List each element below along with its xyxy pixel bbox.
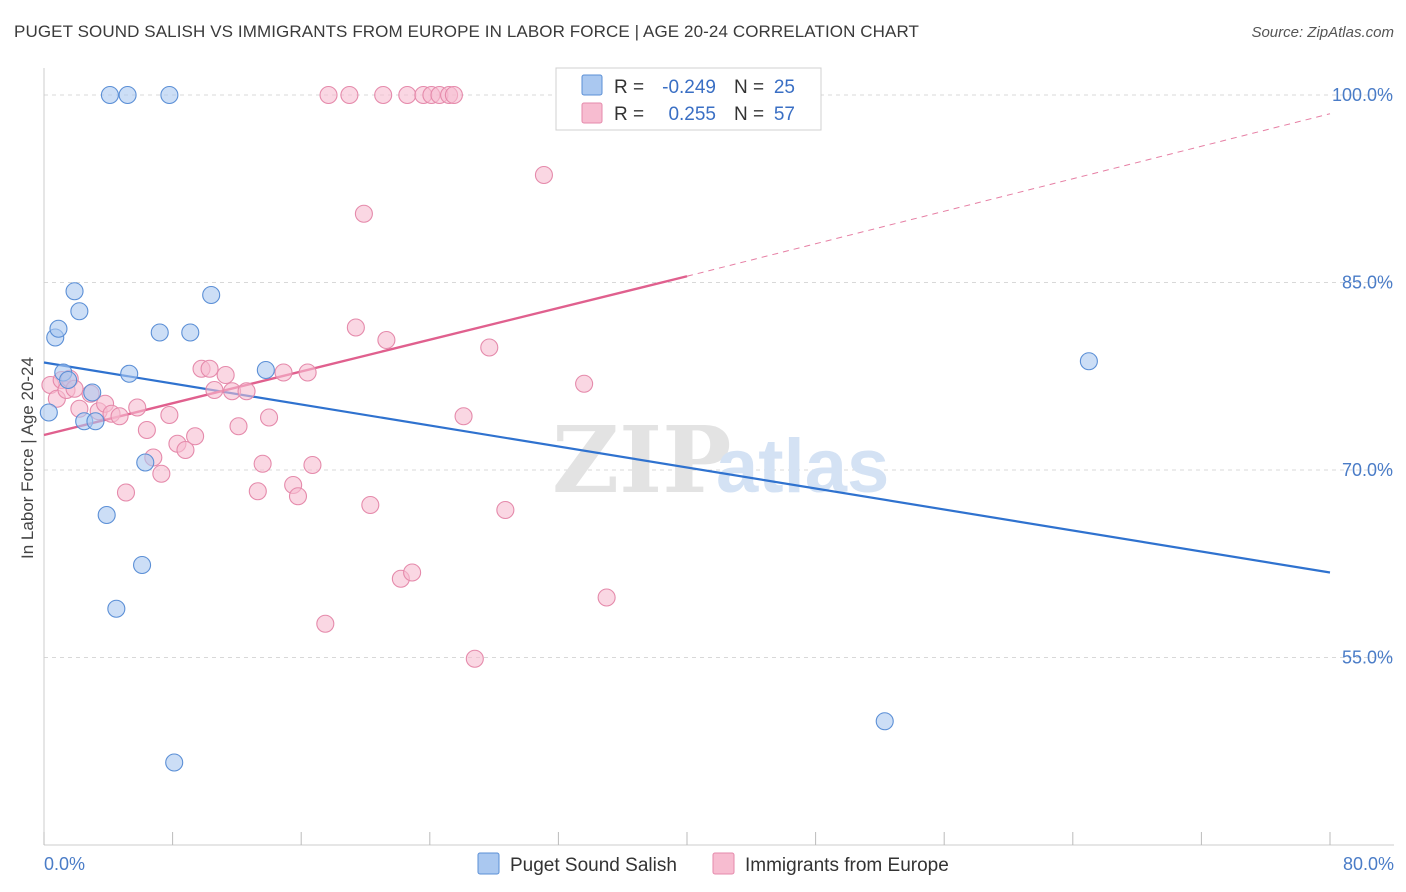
trendline-immigrants-solid xyxy=(43,275,688,437)
data-point-immigrants-from-europe xyxy=(253,454,272,473)
data-point-immigrants-from-europe xyxy=(534,165,553,185)
data-point-immigrants-from-europe xyxy=(496,500,515,520)
data-point-puget-sound-salish xyxy=(133,555,152,575)
data-point-immigrants-from-europe xyxy=(160,405,179,425)
legend-swatch-blue xyxy=(581,74,603,96)
data-point-immigrants-from-europe xyxy=(274,363,293,382)
series-puget-sound-salish xyxy=(39,85,1098,772)
data-point-immigrants-from-europe xyxy=(259,408,279,427)
data-point-puget-sound-salish xyxy=(65,282,84,301)
watermark: ZIP atlas xyxy=(552,406,889,514)
y-tick-label: 55.0% xyxy=(1342,648,1393,668)
data-point-puget-sound-salish xyxy=(83,383,102,402)
data-point-immigrants-from-europe xyxy=(303,455,322,475)
source-credit: Source: ZipAtlas.com xyxy=(1251,24,1394,41)
data-point-immigrants-from-europe xyxy=(128,398,147,417)
data-point-immigrants-from-europe xyxy=(186,427,205,446)
legend-n-label-1: N = xyxy=(734,77,764,98)
data-point-puget-sound-salish xyxy=(256,360,275,380)
series-immigrants-from-europe xyxy=(41,85,616,668)
data-point-immigrants-from-europe xyxy=(200,359,219,378)
data-point-puget-sound-salish xyxy=(107,599,126,618)
legend-swatch-pink xyxy=(581,102,603,124)
data-point-puget-sound-salish xyxy=(70,302,89,321)
bottom-legend: Puget Sound Salish Immigrants from Europ… xyxy=(477,852,949,876)
data-point-puget-sound-salish xyxy=(97,505,116,525)
y-tick-label: 100.0% xyxy=(1332,85,1393,105)
data-point-immigrants-from-europe xyxy=(403,563,422,582)
data-point-immigrants-from-europe xyxy=(575,374,594,393)
data-point-immigrants-from-europe xyxy=(216,365,235,385)
data-point-immigrants-from-europe xyxy=(319,85,338,105)
data-point-immigrants-from-europe xyxy=(248,482,267,501)
data-point-puget-sound-salish xyxy=(49,319,68,338)
data-point-puget-sound-salish xyxy=(136,453,155,472)
bottom-legend-label-pink: Immigrants from Europe xyxy=(745,855,949,876)
legend-r-value-1: -0.249 xyxy=(662,77,716,98)
data-point-puget-sound-salish xyxy=(202,285,221,305)
chart-title: PUGET SOUND SALISH VS IMMIGRANTS FROM EU… xyxy=(14,22,920,41)
data-point-puget-sound-salish xyxy=(160,85,179,105)
data-point-immigrants-from-europe xyxy=(354,204,373,223)
axes xyxy=(43,68,1394,846)
y-tick-label: 70.0% xyxy=(1342,460,1393,480)
data-point-immigrants-from-europe xyxy=(110,407,129,426)
data-point-immigrants-from-europe xyxy=(377,330,396,350)
legend-r-value-2: 0.255 xyxy=(668,104,716,125)
data-point-immigrants-from-europe xyxy=(480,338,499,357)
y-tick-label: 85.0% xyxy=(1342,273,1393,293)
data-point-immigrants-from-europe xyxy=(298,363,317,382)
data-point-immigrants-from-europe xyxy=(465,649,484,668)
trendline-puget-sound-salish xyxy=(43,361,1331,574)
y-tick-labels: 55.0% 70.0% 85.0% 100.0% xyxy=(1332,85,1393,668)
data-point-immigrants-from-europe xyxy=(316,614,335,633)
data-point-immigrants-from-europe xyxy=(205,380,224,400)
trendline-immigrants-dashed xyxy=(686,113,1331,277)
data-point-immigrants-from-europe xyxy=(229,417,248,436)
bottom-legend-swatch-blue xyxy=(477,852,500,875)
x-ticks xyxy=(43,832,1331,845)
data-point-immigrants-from-europe xyxy=(288,487,308,506)
data-point-puget-sound-salish xyxy=(165,753,184,772)
data-point-puget-sound-salish xyxy=(120,364,139,383)
data-point-puget-sound-salish xyxy=(1079,352,1098,371)
x-tick-label-min: 0.0% xyxy=(44,854,85,874)
data-point-immigrants-from-europe xyxy=(374,85,393,105)
grid-lines xyxy=(44,94,1394,658)
data-point-immigrants-from-europe xyxy=(597,588,616,607)
data-point-immigrants-from-europe xyxy=(454,407,473,426)
legend-r-label-1: R = xyxy=(614,77,644,98)
data-point-puget-sound-salish xyxy=(59,370,78,390)
data-point-puget-sound-salish xyxy=(100,85,119,105)
bottom-legend-label-blue: Puget Sound Salish xyxy=(510,855,677,876)
x-tick-label-max: 80.0% xyxy=(1343,854,1394,874)
data-point-immigrants-from-europe xyxy=(398,85,417,105)
data-point-immigrants-from-europe xyxy=(152,464,171,483)
bottom-legend-swatch-pink xyxy=(712,852,735,875)
data-point-immigrants-from-europe xyxy=(346,318,365,337)
data-point-puget-sound-salish xyxy=(150,323,169,342)
legend-n-value-1: 25 xyxy=(774,77,795,98)
data-point-immigrants-from-europe xyxy=(176,440,195,460)
data-point-puget-sound-salish xyxy=(118,85,137,105)
legend-n-label-2: N = xyxy=(734,104,764,125)
data-point-immigrants-from-europe xyxy=(237,382,256,401)
data-point-immigrants-from-europe xyxy=(137,420,156,440)
data-point-immigrants-from-europe xyxy=(361,495,380,515)
data-point-immigrants-from-europe xyxy=(444,85,463,105)
data-point-immigrants-from-europe xyxy=(340,85,359,105)
legend-n-value-2: 57 xyxy=(774,104,795,125)
data-point-puget-sound-salish xyxy=(86,412,105,431)
data-point-puget-sound-salish xyxy=(875,712,894,731)
legend: R = -0.249 N = 25 R = 0.255 N = 57 xyxy=(555,67,822,131)
data-point-puget-sound-salish xyxy=(39,403,58,422)
data-point-puget-sound-salish xyxy=(181,323,200,342)
data-point-immigrants-from-europe xyxy=(116,483,136,502)
trendlines xyxy=(43,113,1331,574)
legend-r-label-2: R = xyxy=(614,104,644,125)
